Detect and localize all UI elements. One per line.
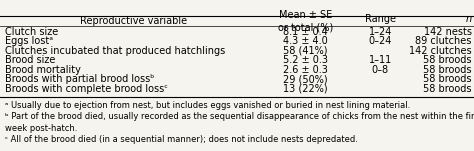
- Text: week post-hatch.: week post-hatch.: [5, 124, 77, 133]
- Text: 1–24: 1–24: [369, 27, 392, 37]
- Text: Brood size: Brood size: [5, 55, 55, 65]
- Text: 8.1 ± 0.4: 8.1 ± 0.4: [283, 27, 328, 37]
- Text: Clutch size: Clutch size: [5, 27, 58, 37]
- Text: Broods with partial brood lossᵇ: Broods with partial brood lossᵇ: [5, 74, 154, 84]
- Text: 5.2 ± 0.3: 5.2 ± 0.3: [283, 55, 328, 65]
- Text: 58 broods: 58 broods: [423, 74, 472, 84]
- Text: Mean ± SE
or total (%): Mean ± SE or total (%): [278, 10, 333, 32]
- Text: Clutches incubated that produced hatchlings: Clutches incubated that produced hatchli…: [5, 46, 225, 56]
- Text: Reproductive variable: Reproductive variable: [80, 16, 188, 26]
- Text: Eggs lostᵃ: Eggs lostᵃ: [5, 36, 53, 46]
- Text: 142 clutches: 142 clutches: [409, 46, 472, 56]
- Text: n: n: [465, 14, 472, 24]
- Text: 1–11: 1–11: [369, 55, 392, 65]
- Text: ᶜ All of the brood died (in a sequential manner); does not include nests depreda: ᶜ All of the brood died (in a sequential…: [5, 135, 357, 144]
- Text: ᵇ Part of the brood died, usually recorded as the sequential disappearance of ch: ᵇ Part of the brood died, usually record…: [5, 112, 474, 122]
- Text: 0–24: 0–24: [369, 36, 392, 46]
- Text: 29 (50%): 29 (50%): [283, 74, 328, 84]
- Text: Range: Range: [365, 14, 396, 24]
- Text: 58 broods: 58 broods: [423, 84, 472, 94]
- Text: 142 nests: 142 nests: [424, 27, 472, 37]
- Text: 4.3 ± 4.0: 4.3 ± 4.0: [283, 36, 328, 46]
- Text: 58 (41%): 58 (41%): [283, 46, 328, 56]
- Text: 2.6 ± 0.3: 2.6 ± 0.3: [283, 65, 328, 75]
- Text: Brood mortality: Brood mortality: [5, 65, 81, 75]
- Text: 13 (22%): 13 (22%): [283, 84, 328, 94]
- Text: 58 broods: 58 broods: [423, 55, 472, 65]
- Text: 58 broods: 58 broods: [423, 65, 472, 75]
- Text: Broods with complete brood lossᶜ: Broods with complete brood lossᶜ: [5, 84, 168, 94]
- Text: 0–8: 0–8: [372, 65, 389, 75]
- Text: ᵃ Usually due to ejection from nest, but includes eggs vanished or buried in nes: ᵃ Usually due to ejection from nest, but…: [5, 101, 410, 110]
- Text: 89 clutches: 89 clutches: [415, 36, 472, 46]
